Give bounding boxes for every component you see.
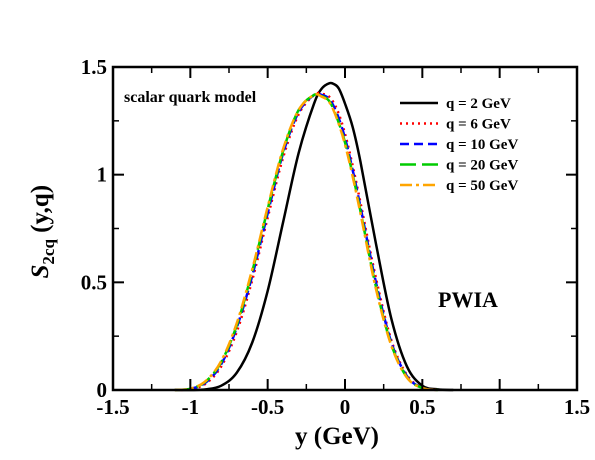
y-tick-label: 0.5: [81, 270, 107, 294]
x-tick-label: -1.5: [96, 395, 129, 419]
y-axis-title-main: S: [27, 265, 54, 279]
series-curves: [174, 81, 454, 392]
y-tick-label: 0: [97, 378, 108, 402]
x-axis-title: y (GeV): [295, 423, 379, 450]
x-tick-label: 0: [340, 395, 351, 419]
x-tick-label: 1.5: [564, 395, 590, 419]
axis-ticks: [112, 66, 578, 391]
y-axis-title-subscript: 2cq: [39, 239, 58, 265]
model-annotation: scalar quark model: [124, 89, 257, 106]
x-tick-label: 1: [494, 395, 505, 419]
axis-tick-labels: -1.5 -1 -0.5 0 0.5 1 1.5 0 0.5 1 1.5: [81, 55, 590, 419]
legend: q = 2 GeV q = 6 GeV q = 10 GeV q = 20 GeV q …: [400, 96, 518, 194]
legend-label-0: q = 2 GeV: [446, 96, 511, 112]
x-tick-label: -0.5: [251, 395, 284, 419]
series-line-4: [174, 92, 438, 392]
legend-label-4: q = 50 GeV: [446, 178, 518, 194]
legend-label-1: q = 6 GeV: [446, 117, 511, 133]
y-tick-label: 1: [97, 163, 108, 187]
y-tick-label: 1.5: [81, 55, 107, 79]
x-tick-label: -1: [182, 395, 200, 419]
x-tick-label: 0.5: [409, 395, 435, 419]
approximation-annotation: PWIA: [438, 287, 498, 312]
legend-label-2: q = 10 GeV: [446, 137, 518, 153]
legend-label-3: q = 20 GeV: [446, 158, 518, 174]
y-axis-title-args: (y,q): [27, 185, 54, 239]
plot-frame: [111, 65, 579, 392]
y-axis-title: S2cq (y,q): [27, 185, 58, 279]
series-line-0: [174, 81, 454, 392]
